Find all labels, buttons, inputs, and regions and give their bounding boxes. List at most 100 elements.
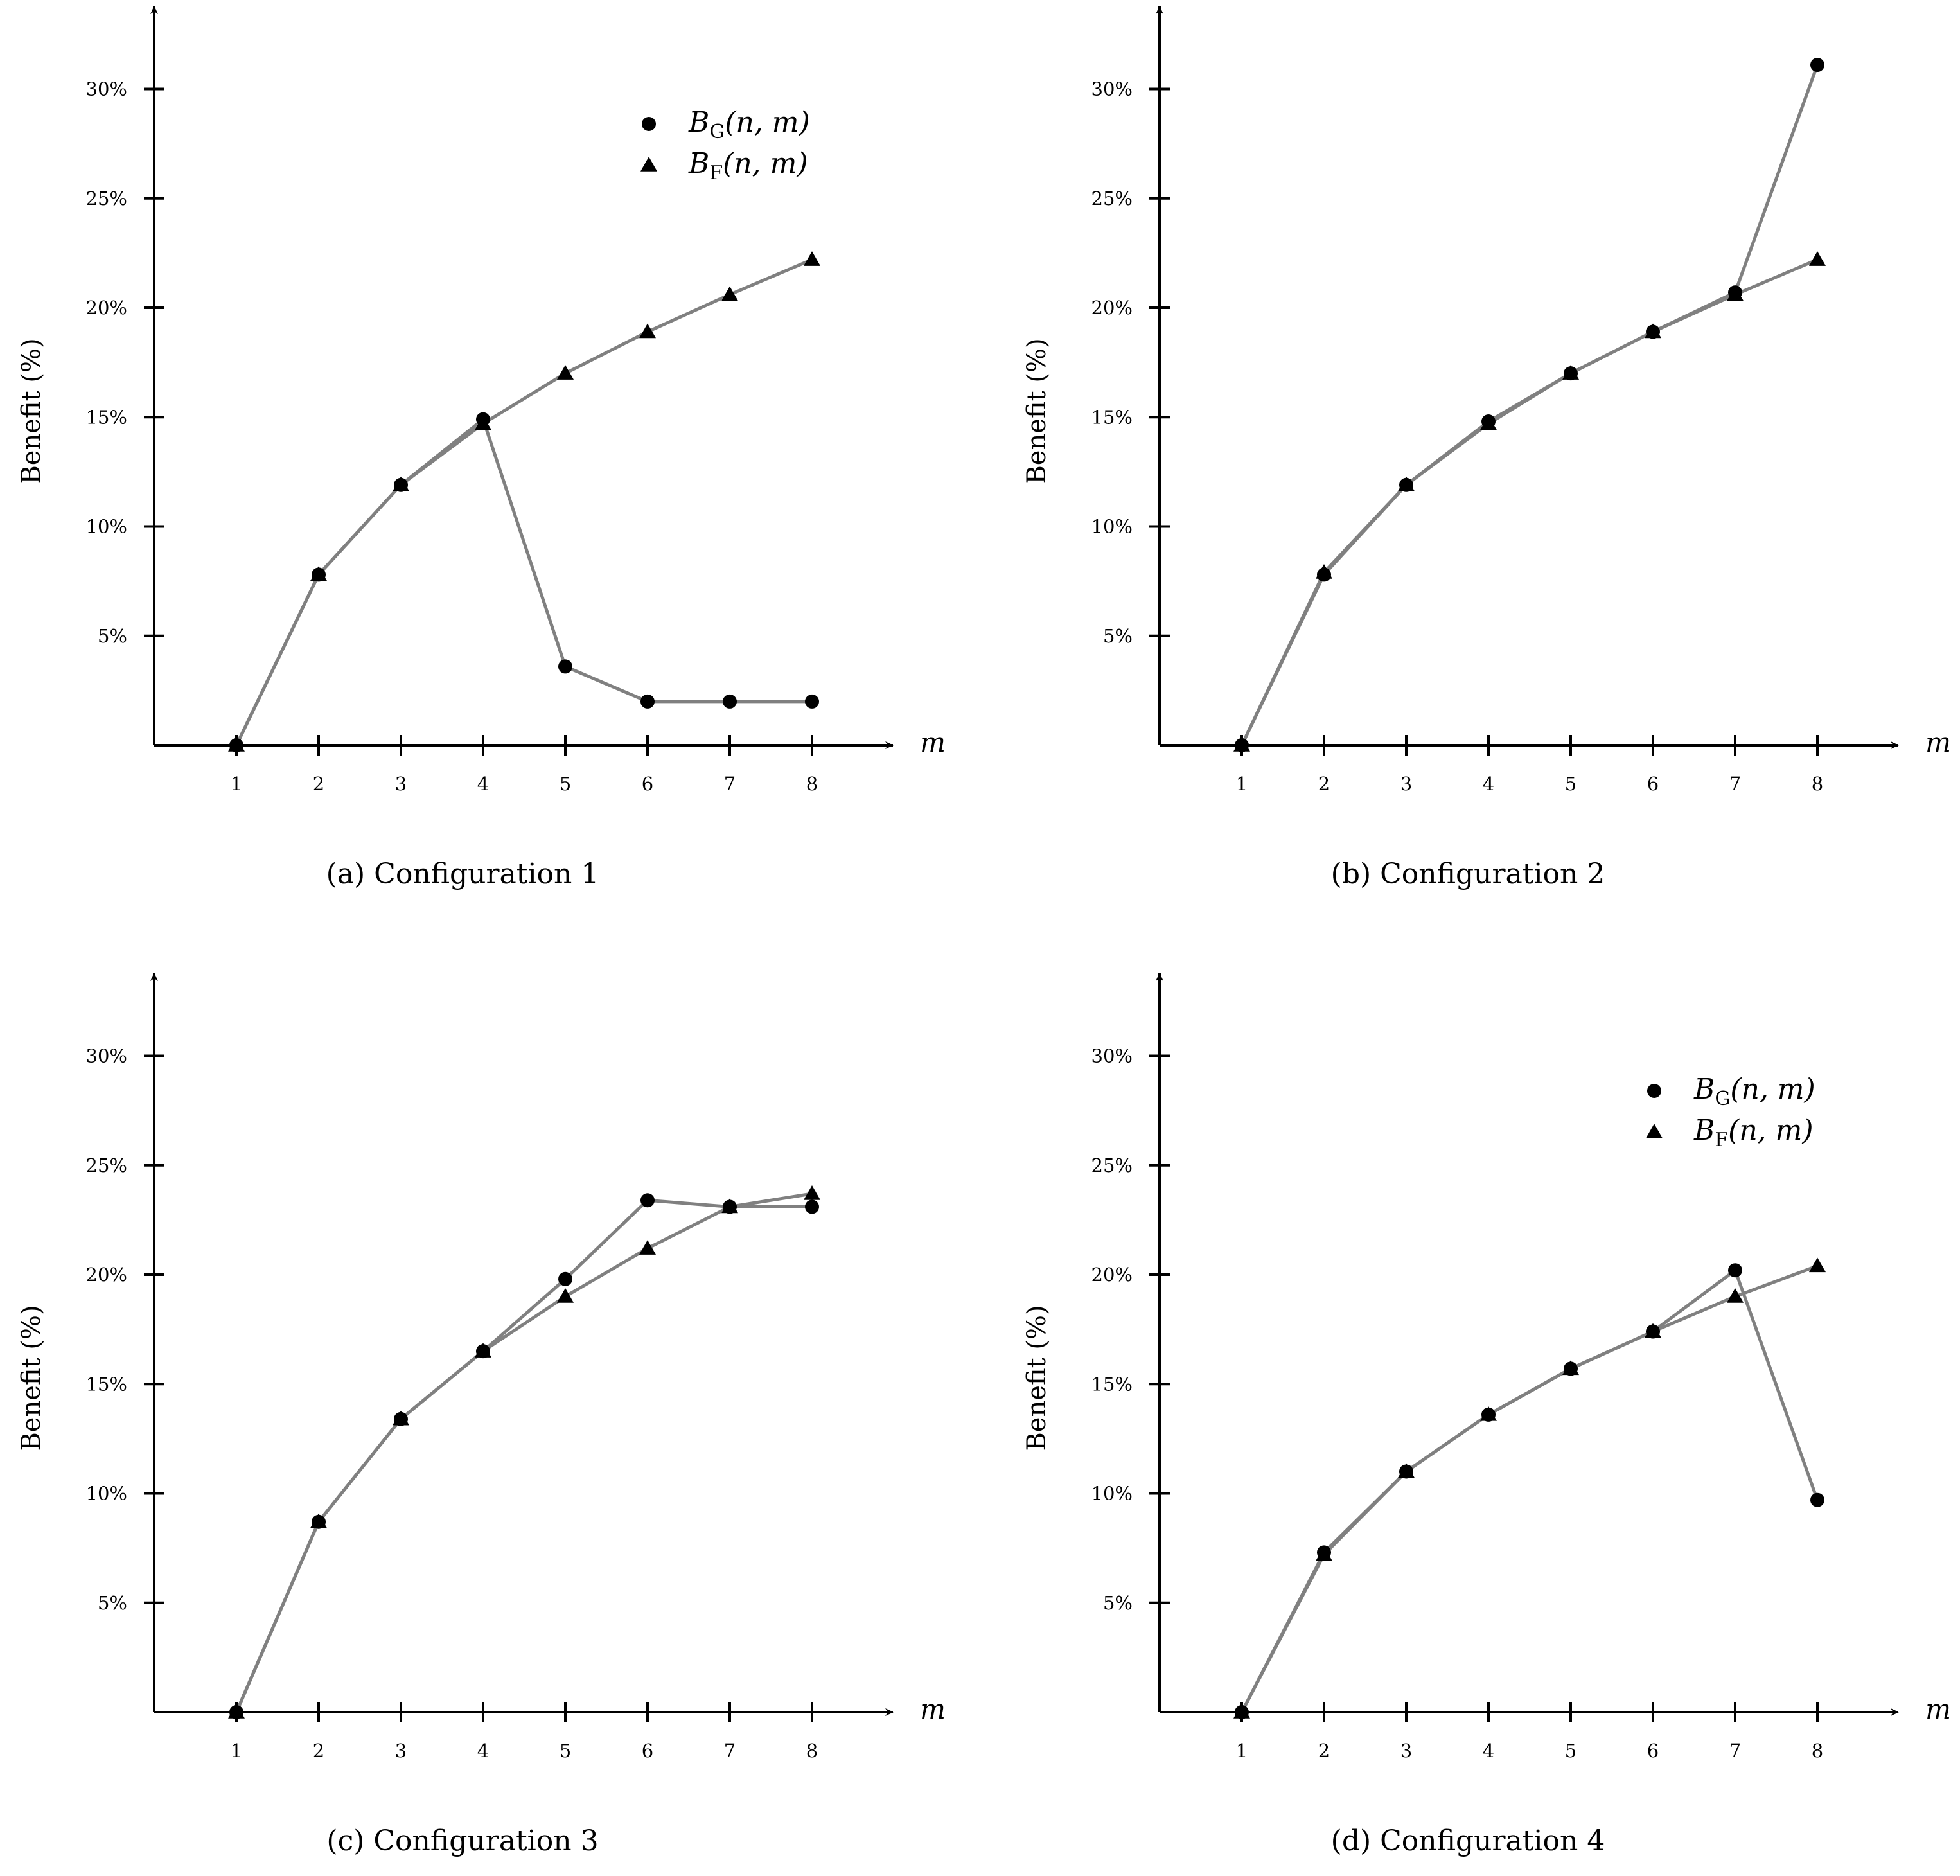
data-point-bg: [1810, 1492, 1824, 1507]
data-point-bg: [1810, 58, 1824, 73]
x-axis-label: m: [1925, 1694, 1951, 1725]
data-point-bf: [1316, 1546, 1332, 1561]
y-tick-label: 15%: [86, 406, 127, 428]
data-point-bf: [1233, 1704, 1250, 1719]
data-point-bf: [1398, 476, 1415, 491]
data-point-bf: [639, 1240, 656, 1255]
y-axis-label: Benefit (%): [1022, 338, 1052, 484]
y-tick-label: 25%: [1091, 1155, 1133, 1176]
data-point-bf: [1480, 1406, 1497, 1421]
data-point-bf: [310, 1513, 327, 1528]
x-tick-label: 4: [477, 1740, 489, 1762]
x-tick-label: 2: [1318, 1740, 1330, 1762]
x-tick-label: 5: [1565, 773, 1576, 795]
legend-marker-bf: [640, 157, 657, 172]
y-tick-label: 30%: [86, 78, 127, 100]
y-tick-label: 20%: [86, 1264, 127, 1286]
data-point-bf: [557, 365, 574, 380]
y-tick-label: 25%: [86, 188, 127, 209]
chart-panel-4: 5% 10% 15% 20% 25% 30% 1 2 3 4 5 6 7 8 Benefit (%) m (d)…: [1022, 973, 1951, 1857]
legend-label-bg: BG(n, m): [1693, 1073, 1815, 1110]
data-point-bf: [228, 737, 245, 752]
x-tick-label: 7: [724, 1740, 736, 1762]
y-tick-label: 10%: [1091, 516, 1133, 538]
data-point-bf: [1316, 564, 1332, 579]
y-tick-label: 5%: [98, 1592, 127, 1614]
y-axis-label: Benefit (%): [1022, 1305, 1052, 1451]
panel-caption: (c) Configuration 3: [326, 1825, 598, 1857]
y-tick-label: 20%: [1091, 297, 1133, 319]
y-tick-label: 25%: [86, 1155, 127, 1176]
data-point-bf: [1727, 286, 1744, 301]
x-tick-label: 5: [560, 1740, 571, 1762]
legend-marker-bg: [1647, 1084, 1661, 1098]
y-tick-label: 15%: [1091, 1373, 1133, 1395]
y-tick-label: 20%: [1091, 1264, 1133, 1286]
data-point-bf: [1398, 1463, 1415, 1478]
legend: BG(n, m) BF(n, m): [640, 106, 810, 184]
legend-label-bg: BG(n, m): [688, 106, 810, 143]
x-tick-label: 3: [1400, 1740, 1412, 1762]
x-tick-label: 5: [1565, 1740, 1576, 1762]
x-tick-label: 8: [806, 1740, 818, 1762]
y-tick-label: 5%: [98, 625, 127, 647]
data-point-bf: [1562, 365, 1579, 380]
data-point-bf: [1562, 1360, 1579, 1376]
x-axis-label: m: [920, 1694, 946, 1725]
x-tick-label: 1: [231, 773, 242, 795]
series-line-bg: [1240, 1268, 1819, 1714]
data-point-bf: [475, 1343, 491, 1358]
x-tick-label: 1: [1236, 773, 1248, 795]
x-tick-label: 3: [1400, 773, 1412, 795]
data-point-bf: [804, 251, 820, 266]
data-point-bf: [1480, 415, 1497, 430]
y-tick-label: 10%: [86, 1483, 127, 1505]
series-line-bf: [1240, 1264, 1819, 1714]
data-point-bf: [1809, 1257, 1826, 1273]
x-tick-label: 5: [560, 773, 571, 795]
y-tick-label: 10%: [86, 516, 127, 538]
y-tick-label: 30%: [86, 1045, 127, 1067]
x-tick-label: 3: [395, 1740, 407, 1762]
y-tick-label: 10%: [1091, 1483, 1133, 1505]
data-point-bf: [1727, 1288, 1744, 1303]
data-point-bg: [805, 694, 819, 709]
chart-panel-2: 5% 10% 15% 20% 25% 30% 1 2 3 4 5 6 7 8 Benefit (%) m (b)…: [1022, 6, 1951, 890]
x-tick-label: 6: [642, 773, 653, 795]
data-point-bg: [558, 1271, 572, 1286]
x-tick-label: 8: [1812, 1740, 1823, 1762]
x-tick-label: 7: [1729, 1740, 1741, 1762]
legend-marker-bg: [642, 117, 656, 131]
chart-panel-1: 5% 10% 15% 20% 25% 30% 1 2 3 4 5 6 7 8 Benefit (%) m (a)…: [17, 6, 946, 890]
series-line-bg: [1240, 63, 1819, 747]
x-tick-label: 6: [1647, 773, 1659, 795]
data-point-bf: [1809, 251, 1826, 266]
data-point-bf: [639, 323, 656, 339]
legend-marker-bf: [1646, 1124, 1663, 1138]
x-tick-label: 2: [313, 1740, 324, 1762]
y-tick-label: 20%: [86, 297, 127, 319]
x-tick-label: 4: [477, 773, 489, 795]
data-point-bg: [640, 694, 655, 709]
x-tick-label: 8: [1812, 773, 1823, 795]
x-tick-label: 4: [1483, 1740, 1494, 1762]
y-tick-label: 30%: [1091, 1045, 1133, 1067]
data-point-bf: [475, 415, 491, 430]
x-tick-label: 7: [1729, 773, 1741, 795]
data-point-bf: [557, 1288, 574, 1303]
panel-caption: (b) Configuration 2: [1331, 858, 1605, 890]
data-point-bf: [1233, 737, 1250, 752]
data-point-bf: [393, 1410, 409, 1426]
data-point-bg: [723, 694, 737, 709]
data-point-bf: [721, 286, 738, 301]
x-tick-label: 4: [1483, 773, 1494, 795]
x-tick-label: 7: [724, 773, 736, 795]
data-point-bg: [1728, 1263, 1742, 1278]
x-tick-label: 1: [231, 1740, 242, 1762]
y-tick-label: 5%: [1103, 625, 1133, 647]
x-tick-label: 6: [1647, 1740, 1659, 1762]
x-axis-label: m: [920, 727, 946, 758]
legend-label-bf: BF(n, m): [688, 147, 808, 184]
data-point-bf: [393, 476, 409, 491]
